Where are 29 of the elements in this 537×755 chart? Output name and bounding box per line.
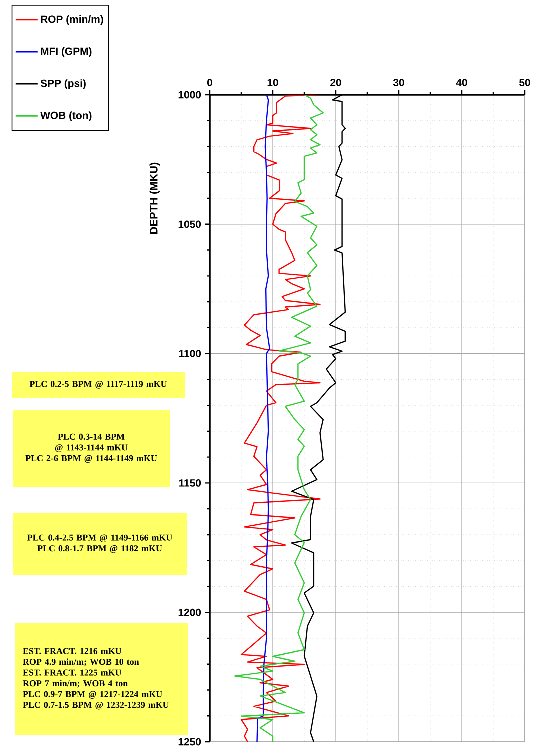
x-tick-label: 20 xyxy=(330,79,342,86)
x-tick-label: 30 xyxy=(393,79,404,86)
x-tick-label: 10 xyxy=(268,79,278,86)
y-tick-label: 1200 xyxy=(178,608,202,616)
text: PLC 2-6 BPM @ 1144-1149 mKU xyxy=(26,455,158,464)
text: EST. FRACT. 1225 mKU xyxy=(23,670,122,676)
x-tick-label: 50 xyxy=(520,79,530,86)
legend-label: MFI (GPM) xyxy=(41,48,92,58)
y-tick-label: 1250 xyxy=(178,738,202,746)
text: PLC 0.7-1.5 BPM @ 1232-1239 mKU xyxy=(23,702,170,710)
y-tick-label: 1100 xyxy=(179,350,202,358)
text: PLC 0.8-1.7 BPM @ 1182 mKU xyxy=(38,546,162,554)
legend-label: SPP (psi) xyxy=(40,80,86,90)
text: PLC 0.3-14 BPM @ 1143-1144 mKU xyxy=(55,434,128,452)
y-tick-label: 1050 xyxy=(178,220,202,228)
text: PLC 0.4-2.5 BPM @ 1149-1166 mKU xyxy=(27,534,172,542)
y-tick-label: 1000 xyxy=(178,91,202,99)
legend-label: WOB (ton) xyxy=(40,112,92,122)
text: PLC 0.2-5 BPM @ 1117-1119 mKU xyxy=(30,381,168,389)
y-axis-title: DEPTH (MKU) xyxy=(150,162,160,234)
text: EST. FRACT. 1216 mKU xyxy=(23,648,122,654)
x-tick-label: 0 xyxy=(207,79,212,86)
y-tick-label: 1150 xyxy=(179,480,202,487)
text: PLC 0.9-7 BPM @ 1217-1224 mKU xyxy=(23,691,162,699)
legend-label: ROP (min/m) xyxy=(41,15,104,26)
x-tick-label: 40 xyxy=(456,79,468,86)
line-series xyxy=(256,95,270,742)
text: ROP 7 min/m; WOB 4 ton xyxy=(23,680,128,688)
text: ROP 4.9 min/m; WOB 10 ton xyxy=(23,658,140,666)
